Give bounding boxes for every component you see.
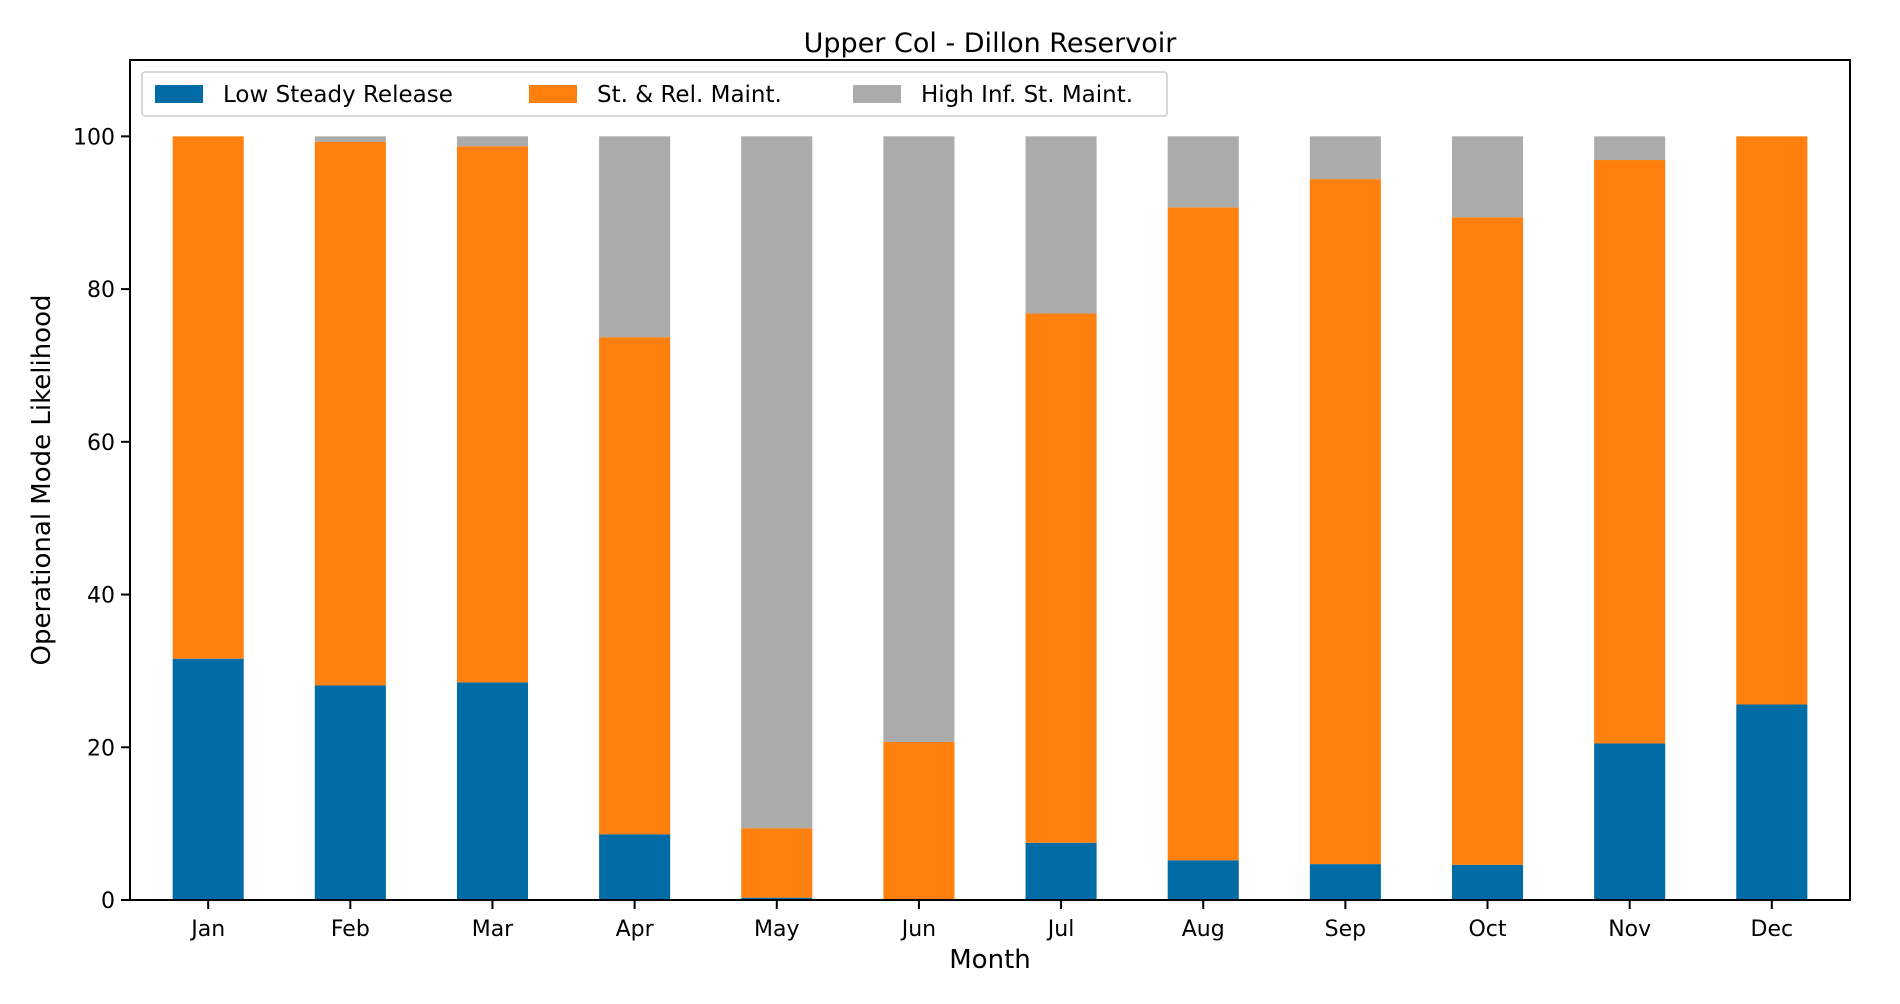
bar-jun-series-3 <box>883 136 955 742</box>
x-tick-label: Sep <box>1325 917 1366 942</box>
bar-jan-series-2 <box>172 136 244 659</box>
y-axis-label: Operational Mode Likelihood <box>27 295 57 666</box>
x-tick-label: Jan <box>189 917 225 942</box>
bar-aug-series-3 <box>1167 136 1239 208</box>
bar-jan-series-1 <box>172 658 244 900</box>
bar-apr-series-1 <box>599 834 671 900</box>
legend-frame <box>141 71 1168 117</box>
bar-nov-series-1 <box>1594 743 1666 900</box>
legend: Low Steady Release St. & Rel. Maint. High … <box>141 71 1168 117</box>
legend-swatch <box>853 85 901 103</box>
bar-jul-series-2 <box>1025 313 1097 843</box>
legend-swatch <box>155 85 203 103</box>
bar-sep-series-3 <box>1309 136 1381 180</box>
bar-nov-series-3 <box>1594 136 1666 161</box>
bar-feb-series-1 <box>314 685 386 900</box>
bar-apr-series-2 <box>599 337 671 835</box>
bar-mar-series-1 <box>456 682 529 900</box>
bar-jul-series-3 <box>1025 136 1097 314</box>
legend-swatch <box>529 85 577 103</box>
x-tick-label: Feb <box>331 917 370 942</box>
x-tick-label: Jun <box>900 917 936 942</box>
bar-jul-series-1 <box>1025 842 1097 900</box>
bar-aug-series-2 <box>1167 207 1239 861</box>
bar-mar-series-3 <box>456 136 529 147</box>
bars-layer <box>172 136 1808 900</box>
bar-sep-series-1 <box>1309 864 1381 900</box>
x-tick-label: Aug <box>1182 917 1225 942</box>
plot-frame <box>129 59 1851 901</box>
x-tick-label: Oct <box>1468 917 1506 942</box>
bar-may-series-3 <box>741 136 813 829</box>
x-tick-label: May <box>754 917 799 942</box>
bar-oct-series-3 <box>1451 136 1524 218</box>
bar-may-series-1 <box>741 897 813 900</box>
bar-dec-series-2 <box>1736 136 1808 705</box>
bar-apr-series-3 <box>599 136 671 338</box>
y-tick-label: 40 <box>87 584 115 609</box>
legend-label: St. & Rel. Maint. <box>597 82 782 108</box>
x-axis-label: Month <box>949 945 1031 975</box>
legend-label: Low Steady Release <box>223 82 453 108</box>
bar-oct-series-1 <box>1451 864 1524 900</box>
chart-title: Upper Col - Dillon Reservoir <box>804 28 1178 59</box>
y-tick-label: 20 <box>87 736 115 761</box>
bar-dec-series-1 <box>1736 704 1808 900</box>
y-tick-label: 0 <box>101 889 115 914</box>
x-tick-label: Apr <box>616 917 655 942</box>
y-tick-label: 80 <box>87 278 115 303</box>
x-tick-label: Nov <box>1608 917 1651 942</box>
y-tick-label: 60 <box>87 431 115 456</box>
bar-aug-series-1 <box>1167 860 1239 900</box>
x-tick-label: Dec <box>1751 917 1794 942</box>
x-tick-label: Mar <box>472 917 514 942</box>
bar-sep-series-2 <box>1309 179 1381 865</box>
ticks-layer: Jan Feb Mar Apr May Jun Jul Aug Sep Oct Nov Dec 0 20 4… <box>73 125 1793 942</box>
bar-mar-series-2 <box>456 146 529 683</box>
bar-jun-series-2 <box>883 741 955 900</box>
bar-feb-series-2 <box>314 141 386 686</box>
bar-oct-series-2 <box>1451 217 1524 865</box>
legend-label: High Inf. St. Maint. <box>921 82 1133 108</box>
bar-nov-series-2 <box>1594 160 1666 744</box>
y-tick-label: 100 <box>73 125 115 150</box>
bar-feb-series-3 <box>314 136 386 142</box>
bar-may-series-2 <box>741 828 813 898</box>
x-tick-label: Jul <box>1046 917 1075 942</box>
